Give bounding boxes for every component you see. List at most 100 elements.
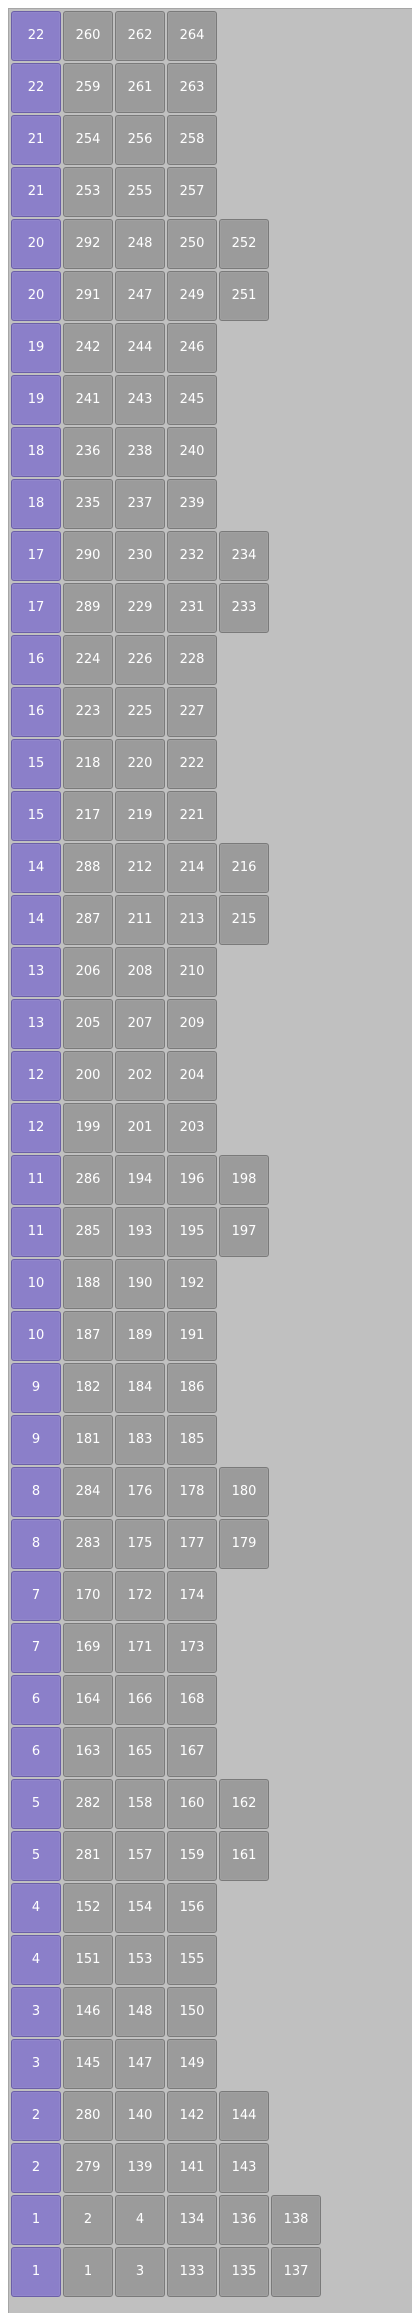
number-cell[interactable]: 225 <box>115 687 165 737</box>
group-number-cell[interactable]: 22 <box>11 63 61 113</box>
group-number-cell[interactable]: 22 <box>11 11 61 61</box>
group-number-cell[interactable]: 8 <box>11 1519 61 1569</box>
number-cell[interactable]: 134 <box>167 2195 217 2245</box>
number-cell[interactable]: 167 <box>167 1727 217 1777</box>
number-cell[interactable]: 201 <box>115 1103 165 1153</box>
number-cell[interactable]: 174 <box>167 1571 217 1621</box>
number-cell[interactable]: 187 <box>63 1311 113 1361</box>
number-cell[interactable]: 2 <box>63 2195 113 2245</box>
number-cell[interactable]: 136 <box>219 2195 269 2245</box>
number-cell[interactable]: 291 <box>63 271 113 321</box>
number-cell[interactable]: 198 <box>219 1155 269 1205</box>
number-cell[interactable]: 152 <box>63 1883 113 1933</box>
number-cell[interactable]: 200 <box>63 1051 113 1101</box>
group-number-cell[interactable]: 14 <box>11 843 61 893</box>
number-cell[interactable]: 240 <box>167 427 217 477</box>
group-number-cell[interactable]: 3 <box>11 2039 61 2089</box>
number-cell[interactable]: 171 <box>115 1623 165 1673</box>
number-cell[interactable]: 162 <box>219 1779 269 1829</box>
number-cell[interactable]: 243 <box>115 375 165 425</box>
group-number-cell[interactable]: 17 <box>11 531 61 581</box>
group-number-cell[interactable]: 21 <box>11 167 61 217</box>
number-cell[interactable]: 161 <box>219 1831 269 1881</box>
number-cell[interactable]: 232 <box>167 531 217 581</box>
group-number-cell[interactable]: 6 <box>11 1727 61 1777</box>
number-cell[interactable]: 188 <box>63 1259 113 1309</box>
number-cell[interactable]: 154 <box>115 1883 165 1933</box>
number-cell[interactable]: 135 <box>219 2247 269 2297</box>
number-cell[interactable]: 3 <box>115 2247 165 2297</box>
number-cell[interactable]: 147 <box>115 2039 165 2089</box>
number-cell[interactable]: 143 <box>219 2143 269 2193</box>
number-cell[interactable]: 238 <box>115 427 165 477</box>
number-cell[interactable]: 139 <box>115 2143 165 2193</box>
number-cell[interactable]: 264 <box>167 11 217 61</box>
number-cell[interactable]: 279 <box>63 2143 113 2193</box>
number-cell[interactable]: 155 <box>167 1935 217 1985</box>
number-cell[interactable]: 153 <box>115 1935 165 1985</box>
group-number-cell[interactable]: 7 <box>11 1571 61 1621</box>
number-cell[interactable]: 287 <box>63 895 113 945</box>
number-cell[interactable]: 284 <box>63 1467 113 1517</box>
number-cell[interactable]: 185 <box>167 1415 217 1465</box>
number-cell[interactable]: 210 <box>167 947 217 997</box>
number-cell[interactable]: 231 <box>167 583 217 633</box>
group-number-cell[interactable]: 2 <box>11 2143 61 2193</box>
number-cell[interactable]: 1 <box>63 2247 113 2297</box>
group-number-cell[interactable]: 17 <box>11 583 61 633</box>
group-number-cell[interactable]: 10 <box>11 1259 61 1309</box>
number-cell[interactable]: 160 <box>167 1779 217 1829</box>
number-cell[interactable]: 159 <box>167 1831 217 1881</box>
group-number-cell[interactable]: 21 <box>11 115 61 165</box>
number-cell[interactable]: 199 <box>63 1103 113 1153</box>
number-cell[interactable]: 203 <box>167 1103 217 1153</box>
number-cell[interactable]: 183 <box>115 1415 165 1465</box>
number-cell[interactable]: 289 <box>63 583 113 633</box>
number-cell[interactable]: 244 <box>115 323 165 373</box>
number-cell[interactable]: 239 <box>167 479 217 529</box>
number-cell[interactable]: 213 <box>167 895 217 945</box>
number-cell[interactable]: 220 <box>115 739 165 789</box>
number-cell[interactable]: 230 <box>115 531 165 581</box>
number-cell[interactable]: 156 <box>167 1883 217 1933</box>
number-cell[interactable]: 255 <box>115 167 165 217</box>
number-cell[interactable]: 261 <box>115 63 165 113</box>
number-cell[interactable]: 169 <box>63 1623 113 1673</box>
group-number-cell[interactable]: 11 <box>11 1155 61 1205</box>
number-cell[interactable]: 223 <box>63 687 113 737</box>
number-cell[interactable]: 206 <box>63 947 113 997</box>
number-cell[interactable]: 144 <box>219 2091 269 2141</box>
number-cell[interactable]: 157 <box>115 1831 165 1881</box>
number-cell[interactable]: 251 <box>219 271 269 321</box>
number-cell[interactable]: 233 <box>219 583 269 633</box>
number-cell[interactable]: 253 <box>63 167 113 217</box>
number-cell[interactable]: 236 <box>63 427 113 477</box>
group-number-cell[interactable]: 2 <box>11 2091 61 2141</box>
number-cell[interactable]: 222 <box>167 739 217 789</box>
group-number-cell[interactable]: 1 <box>11 2195 61 2245</box>
group-number-cell[interactable]: 4 <box>11 1935 61 1985</box>
number-cell[interactable]: 181 <box>63 1415 113 1465</box>
number-cell[interactable]: 186 <box>167 1363 217 1413</box>
number-cell[interactable]: 137 <box>271 2247 321 2297</box>
number-cell[interactable]: 158 <box>115 1779 165 1829</box>
number-cell[interactable]: 208 <box>115 947 165 997</box>
number-cell[interactable]: 170 <box>63 1571 113 1621</box>
number-cell[interactable]: 221 <box>167 791 217 841</box>
number-cell[interactable]: 172 <box>115 1571 165 1621</box>
number-cell[interactable]: 237 <box>115 479 165 529</box>
number-cell[interactable]: 149 <box>167 2039 217 2089</box>
number-cell[interactable]: 176 <box>115 1467 165 1517</box>
number-cell[interactable]: 192 <box>167 1259 217 1309</box>
number-cell[interactable]: 258 <box>167 115 217 165</box>
group-number-cell[interactable]: 16 <box>11 635 61 685</box>
number-cell[interactable]: 191 <box>167 1311 217 1361</box>
number-cell[interactable]: 196 <box>167 1155 217 1205</box>
number-cell[interactable]: 205 <box>63 999 113 1049</box>
number-cell[interactable]: 226 <box>115 635 165 685</box>
group-number-cell[interactable]: 13 <box>11 999 61 1049</box>
number-cell[interactable]: 262 <box>115 11 165 61</box>
number-cell[interactable]: 286 <box>63 1155 113 1205</box>
number-cell[interactable]: 133 <box>167 2247 217 2297</box>
number-cell[interactable]: 182 <box>63 1363 113 1413</box>
